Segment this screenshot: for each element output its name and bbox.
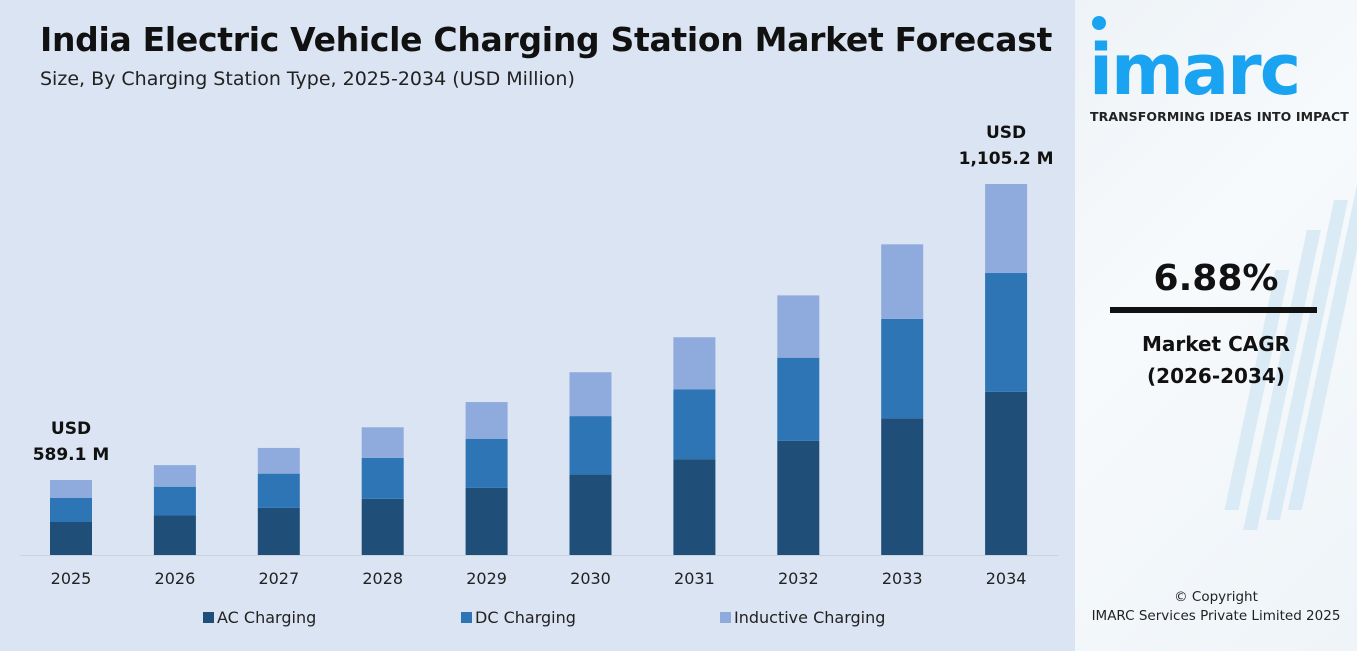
x-tick-label: 2034 <box>986 569 1027 588</box>
cagr-label: Market CAGR (2026-2034) <box>1075 328 1357 392</box>
bar-2032-ac-charging <box>777 440 820 555</box>
legend-label: DC Charging <box>475 608 576 627</box>
bar-2029-inductive-charging <box>465 402 508 439</box>
x-tick-label: 2026 <box>155 569 196 588</box>
bar-2031-dc-charging <box>673 389 716 460</box>
data-label: USD <box>51 419 91 439</box>
bar-2030-ac-charging <box>569 474 612 555</box>
imarc-logo: imarc <box>1089 29 1301 111</box>
chart-panel: India Electric Vehicle Charging Station … <box>0 0 1075 651</box>
bar-2030-dc-charging <box>569 416 612 475</box>
data-label: USD <box>986 123 1026 143</box>
bar-2031-inductive-charging <box>673 337 716 390</box>
x-tick-label: 2031 <box>674 569 715 588</box>
bar-2033-ac-charging <box>881 418 924 555</box>
bar-2025-ac-charging <box>50 522 92 555</box>
x-tick-label: 2033 <box>882 569 923 588</box>
x-tick-label: 2028 <box>362 569 403 588</box>
bar-2028-inductive-charging <box>361 427 404 458</box>
x-tick-label: 2027 <box>258 569 299 588</box>
bar-2034-dc-charging <box>985 273 1028 392</box>
divider <box>1110 307 1317 313</box>
bar-2034-inductive-charging <box>985 184 1028 274</box>
legend-label: AC Charging <box>217 608 316 627</box>
bar-2033-dc-charging <box>881 318 924 419</box>
chart-subtitle: Size, By Charging Station Type, 2025-203… <box>40 68 575 90</box>
info-panel: imarc TRANSFORMING IDEAS INTO IMPACT 6.8… <box>1075 0 1357 651</box>
copyright: © Copyright IMARC Services Private Limit… <box>1075 588 1357 626</box>
bar-2032-dc-charging <box>777 357 820 441</box>
legend-swatch <box>461 612 472 623</box>
chart-title: India Electric Vehicle Charging Station … <box>40 20 1053 59</box>
data-label: 589.1 M <box>33 445 110 465</box>
x-tick-label: 2030 <box>570 569 611 588</box>
bar-2027-dc-charging <box>257 473 300 508</box>
bar-2033-inductive-charging <box>881 244 924 319</box>
bar-2026-dc-charging <box>153 486 196 516</box>
bar-2028-ac-charging <box>361 498 404 555</box>
bar-2027-ac-charging <box>257 507 300 555</box>
copyright-line2: IMARC Services Private Limited 2025 <box>1091 608 1341 624</box>
logo-dot <box>1092 16 1106 30</box>
bar-2025-dc-charging <box>50 498 92 523</box>
cagr-label-text: Market CAGR <box>1141 332 1291 356</box>
cagr-value: 6.88% <box>1153 258 1279 299</box>
bar-2034-ac-charging <box>985 391 1028 555</box>
data-label: 1,105.2 M <box>959 149 1054 169</box>
bar-2028-dc-charging <box>361 457 404 499</box>
bar-2030-inductive-charging <box>569 372 612 417</box>
bar-2029-ac-charging <box>465 487 508 555</box>
bar-2031-ac-charging <box>673 459 716 555</box>
bar-2032-inductive-charging <box>777 295 820 358</box>
brand-tagline: TRANSFORMING IDEAS INTO IMPACT <box>1090 109 1349 124</box>
x-tick-label: 2025 <box>51 569 92 588</box>
stacked-bar-chart: 2025 USD 589.1 M 2026 2027 2028 2029 2030 2031 20… <box>20 123 1058 627</box>
cagr-period: (2026-2034) <box>1147 364 1285 388</box>
bar-2026-inductive-charging <box>153 465 196 487</box>
legend-swatch <box>720 612 731 623</box>
legend-swatch <box>203 612 214 623</box>
x-tick-label: 2032 <box>778 569 819 588</box>
bar-2026-ac-charging <box>153 515 196 555</box>
bar-2029-dc-charging <box>465 438 508 488</box>
bar-2027-inductive-charging <box>257 447 300 474</box>
copyright-line1: © Copyright <box>1174 589 1258 605</box>
x-tick-label: 2029 <box>466 569 507 588</box>
bar-2025-inductive-charging <box>50 480 92 499</box>
legend-label: Inductive Charging <box>734 608 885 627</box>
